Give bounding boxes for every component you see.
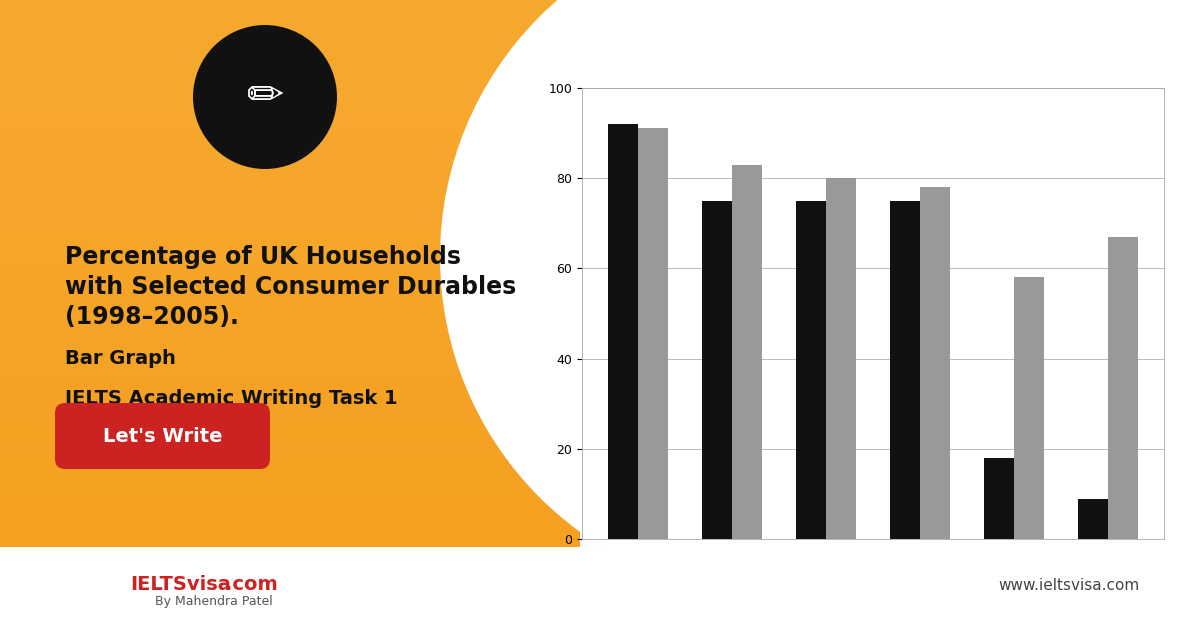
Bar	[608, 124, 638, 539]
Polygon shape	[0, 21, 660, 28]
Polygon shape	[0, 56, 660, 63]
Polygon shape	[0, 63, 660, 70]
Polygon shape	[0, 161, 660, 168]
Polygon shape	[0, 294, 660, 301]
Polygon shape	[0, 252, 660, 259]
Polygon shape	[0, 182, 660, 189]
Polygon shape	[0, 322, 660, 329]
Polygon shape	[0, 112, 660, 119]
Polygon shape	[0, 273, 660, 280]
Text: ✏: ✏	[246, 75, 283, 119]
Polygon shape	[580, 0, 1200, 627]
Polygon shape	[0, 28, 660, 35]
Bar	[1014, 277, 1044, 539]
Bar	[920, 187, 950, 539]
Polygon shape	[0, 308, 660, 315]
Text: IELTSvisa: IELTSvisa	[130, 576, 230, 594]
Polygon shape	[0, 210, 660, 217]
Polygon shape	[0, 196, 660, 203]
Bar	[732, 164, 762, 539]
Polygon shape	[0, 105, 660, 112]
Text: www.ieltsvisa.com: www.ieltsvisa.com	[998, 577, 1140, 593]
Polygon shape	[0, 140, 660, 147]
Polygon shape	[0, 175, 660, 182]
Polygon shape	[0, 350, 660, 357]
Polygon shape	[0, 133, 660, 140]
Polygon shape	[0, 91, 660, 98]
Text: (1998–2005).: (1998–2005).	[65, 305, 239, 329]
Polygon shape	[0, 189, 660, 196]
Text: IELTS Academic Writing Task 1: IELTS Academic Writing Task 1	[65, 389, 397, 409]
Polygon shape	[0, 126, 660, 133]
FancyBboxPatch shape	[55, 403, 270, 469]
Polygon shape	[0, 42, 660, 49]
Bar	[638, 129, 668, 539]
Text: By Mahendra Patel: By Mahendra Patel	[155, 596, 272, 608]
Text: Percentage of UK Households: Percentage of UK Households	[65, 245, 461, 269]
Polygon shape	[0, 231, 660, 238]
Polygon shape	[0, 238, 660, 245]
Polygon shape	[0, 224, 660, 231]
Bar	[1078, 498, 1108, 539]
Bar	[890, 201, 920, 539]
Polygon shape	[0, 371, 660, 378]
Polygon shape	[0, 84, 660, 91]
Polygon shape	[0, 336, 660, 343]
Polygon shape	[0, 119, 660, 126]
Polygon shape	[0, 217, 660, 224]
Polygon shape	[0, 7, 660, 14]
Polygon shape	[0, 77, 660, 84]
Circle shape	[440, 0, 1120, 597]
Polygon shape	[0, 168, 660, 175]
Polygon shape	[0, 0, 660, 627]
Polygon shape	[0, 70, 660, 77]
Polygon shape	[0, 14, 660, 21]
Polygon shape	[0, 98, 660, 105]
Polygon shape	[0, 203, 660, 210]
Polygon shape	[0, 35, 660, 42]
Polygon shape	[0, 364, 660, 371]
Polygon shape	[0, 280, 660, 287]
Polygon shape	[0, 49, 660, 56]
Polygon shape	[0, 154, 660, 161]
Polygon shape	[0, 547, 1200, 627]
Bar	[1108, 237, 1138, 539]
Polygon shape	[0, 0, 660, 7]
Bar	[826, 178, 856, 539]
Polygon shape	[0, 266, 660, 273]
Bar	[984, 458, 1014, 539]
Text: .com: .com	[226, 576, 277, 594]
Bar	[702, 201, 732, 539]
Polygon shape	[0, 343, 660, 350]
Polygon shape	[0, 301, 660, 308]
Polygon shape	[0, 245, 660, 252]
Polygon shape	[0, 259, 660, 266]
Circle shape	[193, 25, 337, 169]
Polygon shape	[0, 147, 660, 154]
Polygon shape	[0, 315, 660, 322]
Text: with Selected Consumer Durables: with Selected Consumer Durables	[65, 275, 516, 299]
Polygon shape	[0, 287, 660, 294]
Text: Let's Write: Let's Write	[103, 426, 223, 446]
Polygon shape	[0, 357, 660, 364]
Bar	[796, 201, 826, 539]
Polygon shape	[0, 329, 660, 336]
Text: Bar Graph: Bar Graph	[65, 349, 176, 369]
